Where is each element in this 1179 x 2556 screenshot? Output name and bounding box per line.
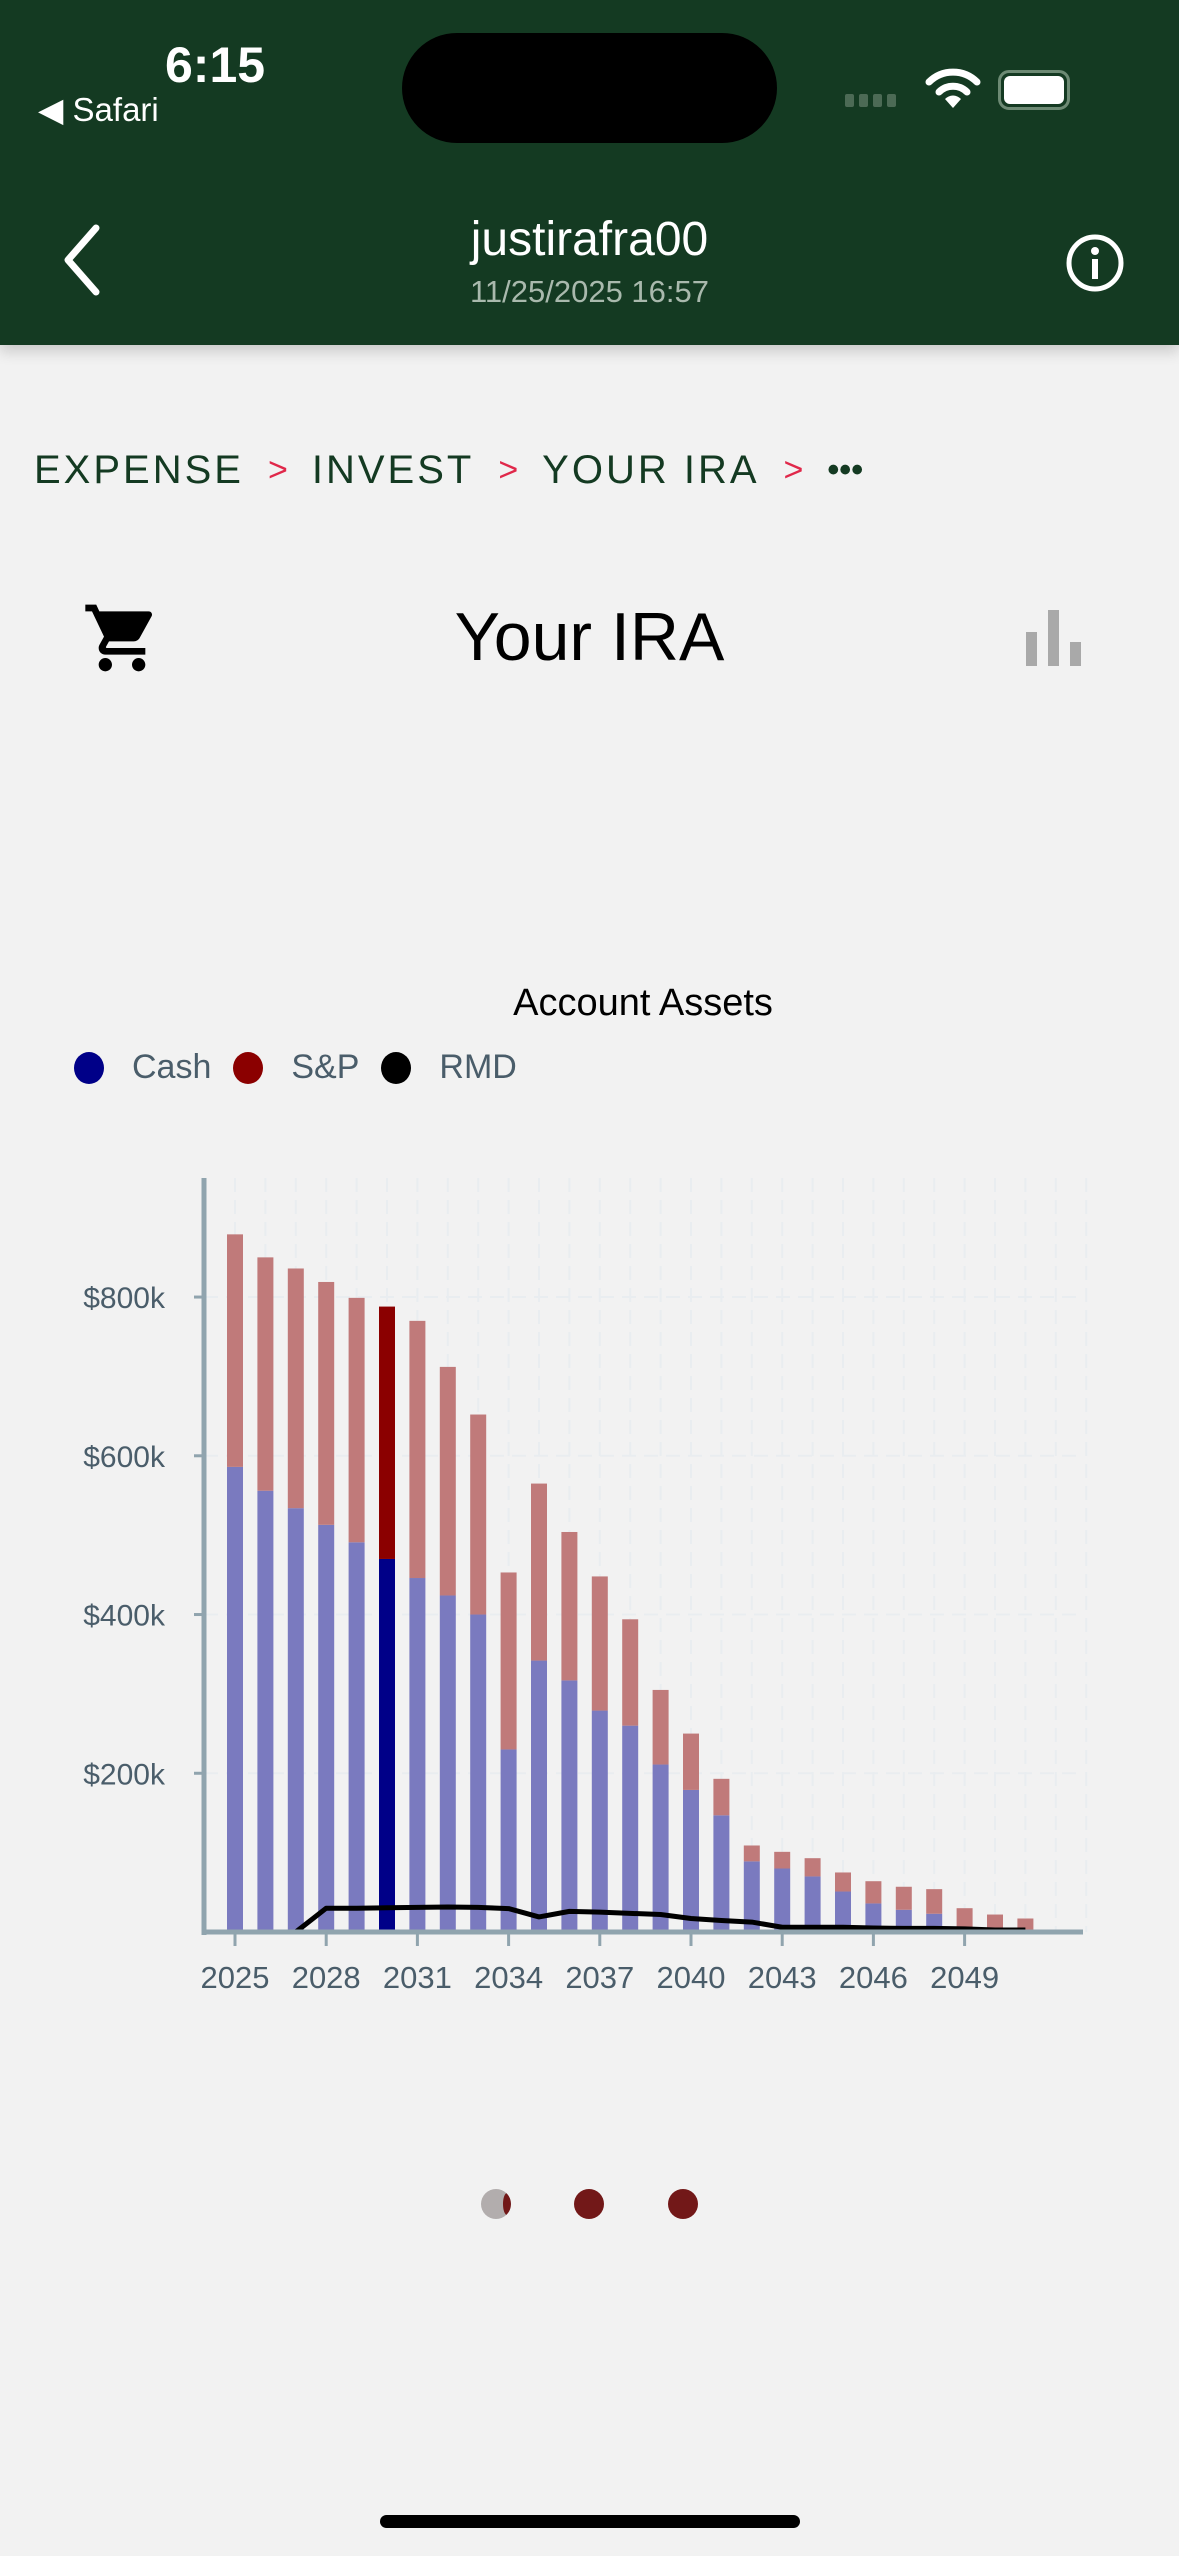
bar-cash-2034 bbox=[500, 1749, 517, 1932]
bar-cash-2037 bbox=[591, 1710, 608, 1932]
bar-sp-2046 bbox=[865, 1881, 882, 1904]
header-title: justirafra00 bbox=[470, 213, 709, 266]
legend-label-rmd[interactable]: RMD bbox=[439, 1048, 517, 1086]
bar-cash-2044 bbox=[804, 1876, 821, 1932]
x-tick-label: 2037 bbox=[565, 1960, 634, 1995]
bar-cash-2045 bbox=[835, 1891, 851, 1932]
home-indicator bbox=[380, 2515, 800, 2528]
bar-cash-2025 bbox=[227, 1466, 243, 1932]
breadcrumb-separator: > bbox=[783, 451, 804, 489]
bar-sp-2043 bbox=[774, 1851, 791, 1869]
chart-title: Account Assets bbox=[513, 982, 773, 1024]
bar-sp-2039 bbox=[652, 1689, 669, 1765]
bar-sp-2035 bbox=[531, 1483, 547, 1661]
bar-sp-2029 bbox=[348, 1297, 365, 1543]
bar-cash-2030 bbox=[379, 1558, 395, 1932]
status-time: 6:15 bbox=[165, 37, 266, 93]
bar-chart-icon[interactable] bbox=[1024, 608, 1084, 668]
bar-sp-2045 bbox=[835, 1872, 851, 1892]
bar-cash-2039 bbox=[652, 1764, 669, 1932]
y-tick-label: $200k bbox=[83, 1758, 166, 1791]
bar-sp-2031 bbox=[409, 1320, 426, 1579]
bar-sp-2027 bbox=[287, 1268, 304, 1509]
back-to-safari[interactable]: ◀ Safari bbox=[38, 91, 159, 128]
bar-cash-2031 bbox=[409, 1578, 426, 1932]
bar-cash-2028 bbox=[318, 1524, 335, 1932]
page-dot-1[interactable] bbox=[481, 2189, 511, 2219]
bar-cash-2029 bbox=[348, 1542, 365, 1932]
bar-sp-2037 bbox=[591, 1576, 608, 1711]
page-dot-2[interactable] bbox=[574, 2189, 604, 2219]
breadcrumb-more[interactable]: ••• bbox=[827, 451, 864, 489]
bar-cash-2043 bbox=[774, 1868, 791, 1932]
bar-sp-2028 bbox=[318, 1281, 335, 1525]
breadcrumb-separator: > bbox=[267, 451, 288, 489]
cart-icon[interactable] bbox=[82, 598, 162, 678]
page-title: Your IRA bbox=[454, 599, 725, 675]
bar-sp-2033 bbox=[470, 1414, 487, 1615]
bar-cash-2033 bbox=[470, 1614, 487, 1932]
bar-cash-2035 bbox=[531, 1660, 547, 1932]
battery-icon bbox=[998, 70, 1070, 110]
x-tick-label: 2049 bbox=[930, 1960, 999, 1995]
bar-sp-2025 bbox=[227, 1234, 243, 1467]
legend-swatch-sp bbox=[233, 1051, 264, 1084]
app-header: 6:15 ◀ Safari justirafra00 11/25/2025 16… bbox=[0, 0, 1179, 345]
bar-cash-2046 bbox=[865, 1903, 882, 1932]
cellular-signal-icon bbox=[845, 94, 896, 107]
y-tick-label: $600k bbox=[83, 1441, 166, 1474]
info-icon[interactable] bbox=[1064, 232, 1126, 294]
x-tick-label: 2028 bbox=[292, 1960, 361, 1995]
wifi-icon bbox=[925, 68, 981, 108]
page-dot-3[interactable] bbox=[668, 2189, 698, 2219]
bar-cash-2026 bbox=[257, 1490, 274, 1932]
legend-label-sp[interactable]: S&P bbox=[291, 1048, 360, 1086]
bar-sp-2040 bbox=[683, 1733, 699, 1790]
legend-label-cash[interactable]: Cash bbox=[132, 1048, 212, 1086]
bar-sp-2041 bbox=[713, 1778, 730, 1816]
x-tick-label: 2025 bbox=[201, 1960, 270, 1995]
dynamic-island bbox=[402, 33, 777, 143]
breadcrumb-separator: > bbox=[498, 451, 519, 489]
bar-sp-2048 bbox=[926, 1889, 943, 1914]
breadcrumb-invest[interactable]: INVEST bbox=[311, 448, 475, 492]
y-tick-label: $400k bbox=[83, 1600, 166, 1633]
bar-cash-2040 bbox=[683, 1789, 699, 1932]
bar-sp-2036 bbox=[561, 1531, 578, 1681]
legend-swatch-rmd bbox=[381, 1051, 412, 1084]
breadcrumb-expense[interactable]: EXPENSE bbox=[34, 448, 244, 492]
account-assets-chart: $200k $400k $600k $800k 2025 2028 2031 2034 2037… bbox=[83, 1178, 1088, 1995]
x-tick-label: 2046 bbox=[839, 1960, 908, 1995]
bar-sp-2047 bbox=[895, 1886, 912, 1910]
bar-cash-2036 bbox=[561, 1680, 578, 1932]
rmd-line bbox=[235, 1904, 1026, 1935]
bar-cash-2042 bbox=[743, 1861, 760, 1932]
bar-sp-2030 bbox=[379, 1306, 395, 1559]
x-tick-label: 2031 bbox=[383, 1960, 452, 1995]
x-tick-label: 2043 bbox=[748, 1960, 817, 1995]
header-timestamp: 11/25/2025 16:57 bbox=[469, 274, 710, 309]
bar-sp-2038 bbox=[622, 1619, 639, 1726]
bar-cash-2041 bbox=[713, 1815, 730, 1932]
bar-sp-2049 bbox=[956, 1908, 973, 1932]
bar-sp-2026 bbox=[257, 1257, 274, 1491]
legend-swatch-cash bbox=[74, 1051, 104, 1084]
breadcrumb: EXPENSE > INVEST > YOUR IRA > ••• bbox=[34, 448, 863, 493]
back-app-label: Safari bbox=[72, 91, 159, 128]
breadcrumb-your-ira[interactable]: YOUR IRA bbox=[542, 448, 760, 492]
bar-sp-2034 bbox=[500, 1572, 517, 1750]
back-chevron-icon[interactable] bbox=[58, 222, 108, 298]
chart-legend: Cash S&P RMD bbox=[74, 1048, 539, 1087]
bar-cash-2032 bbox=[439, 1595, 456, 1932]
x-tick-label: 2040 bbox=[657, 1960, 726, 1995]
x-tick-label: 2034 bbox=[474, 1960, 543, 1995]
bar-sp-2042 bbox=[743, 1845, 760, 1862]
y-tick-label: $800k bbox=[83, 1282, 166, 1315]
bar-cash-2027 bbox=[287, 1508, 304, 1932]
bar-sp-2044 bbox=[804, 1858, 821, 1877]
bar-cash-2038 bbox=[622, 1725, 639, 1932]
bar-sp-2032 bbox=[439, 1366, 456, 1596]
